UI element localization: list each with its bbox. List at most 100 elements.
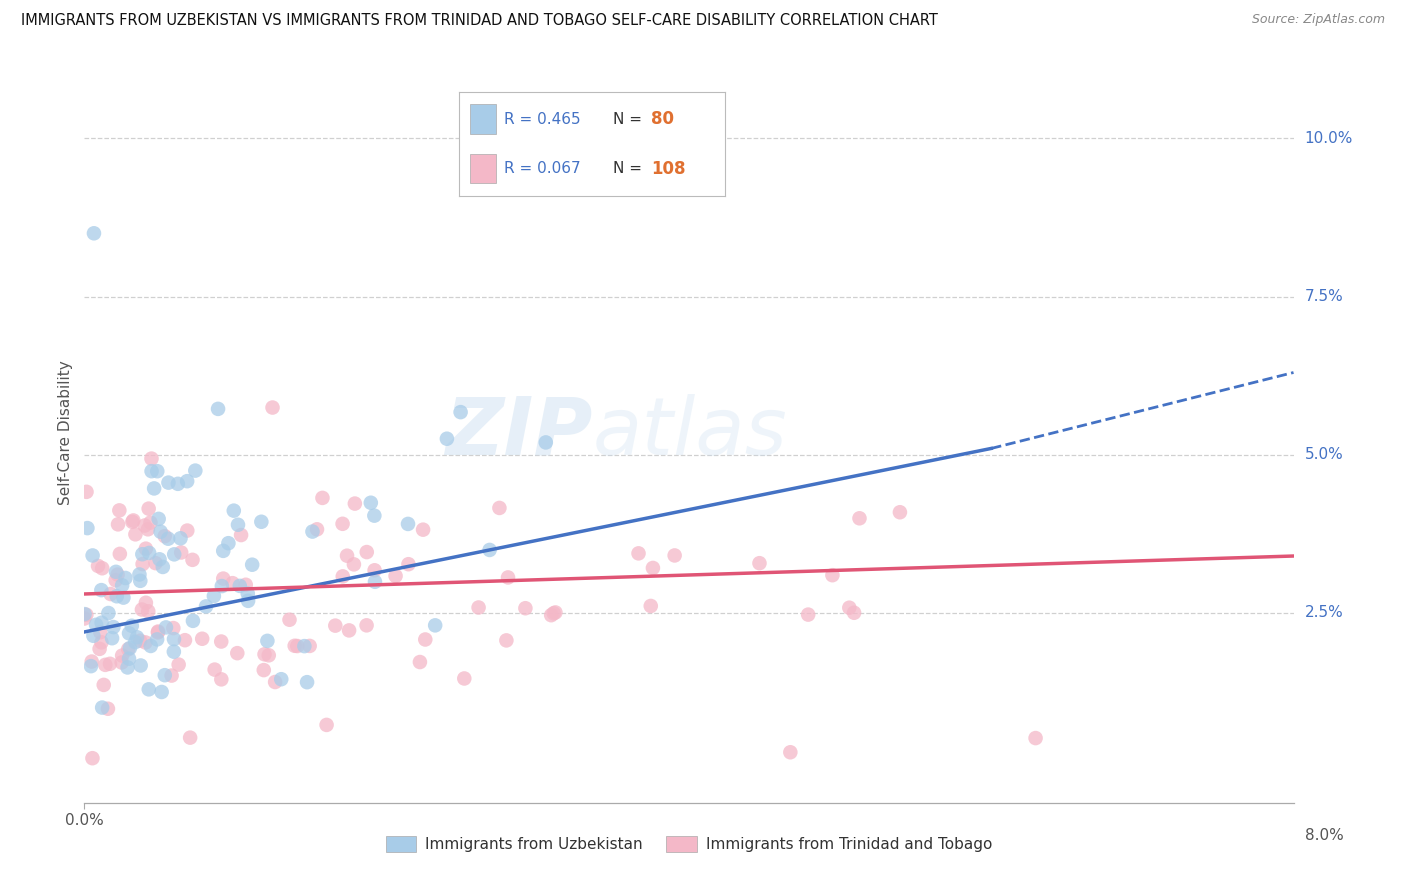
Point [73,607,96,621]
Point [163,547,186,561]
Point [118,641,141,656]
Point [229,579,252,593]
Point [191,632,214,646]
Point [108,547,131,561]
Point [544,606,567,620]
Point [292,639,315,653]
Point [285,639,308,653]
Point [270,672,292,686]
Point [100,587,122,601]
Point [124,635,146,649]
Point [134,518,156,533]
Point [889,505,911,519]
Text: 10.0%: 10.0% [1305,131,1353,146]
Point [343,558,366,572]
Text: 2.5%: 2.5% [1305,606,1343,621]
Point [363,563,385,577]
Point [76,521,98,535]
Point [195,599,218,614]
Point [136,522,159,536]
Point [311,491,333,505]
Point [167,657,190,672]
Point [488,500,510,515]
Point [146,464,169,478]
Point [97,606,120,620]
Point [129,658,152,673]
Point [323,618,346,632]
Point [236,586,259,600]
Point [89,625,111,640]
Point [146,625,169,640]
Point [117,642,139,657]
Point [131,602,153,616]
Point [209,634,232,648]
Point [627,546,650,560]
Point [356,545,378,559]
Point [211,579,233,593]
Point [90,615,112,630]
Point [129,633,152,648]
Point [149,524,172,539]
Point [301,524,323,539]
Point [295,675,318,690]
Point [89,641,111,656]
Point [145,556,167,570]
Point [108,503,131,517]
Point [842,606,865,620]
Point [176,474,198,488]
Point [543,607,565,621]
Point [118,651,141,665]
Point [425,618,447,632]
Point [848,511,870,525]
Point [138,501,160,516]
Point [91,561,114,575]
Point [128,567,150,582]
Point [112,591,135,605]
Point [409,655,432,669]
Point [87,558,110,573]
Point [332,516,354,531]
Point [107,517,129,532]
Point [209,673,232,687]
Point [84,617,107,632]
Point [136,604,159,618]
Point [467,600,489,615]
Point [93,678,115,692]
Point [436,432,458,446]
Point [82,549,104,563]
Point [540,608,562,623]
Point [135,541,157,556]
Point [412,523,434,537]
Point [148,512,170,526]
Point [135,596,157,610]
Point [129,574,152,588]
Point [118,626,141,640]
Point [332,569,354,583]
Point [163,645,186,659]
Point [360,496,382,510]
Point [90,583,112,598]
Point [364,574,387,589]
Point [181,553,204,567]
Point [117,660,139,674]
Point [204,663,226,677]
Point [170,545,193,559]
Point [336,549,359,563]
Point [235,578,257,592]
Point [797,607,820,622]
Point [207,401,229,416]
Point [229,528,252,542]
Point [169,531,191,545]
Point [515,601,537,615]
Point [779,745,801,759]
Point [212,544,235,558]
Point [337,624,360,638]
Point [83,227,105,241]
Point [413,632,436,647]
Point [450,405,472,419]
Point [453,672,475,686]
Point [184,464,207,478]
Point [174,633,197,648]
Point [160,668,183,682]
Point [82,751,104,765]
